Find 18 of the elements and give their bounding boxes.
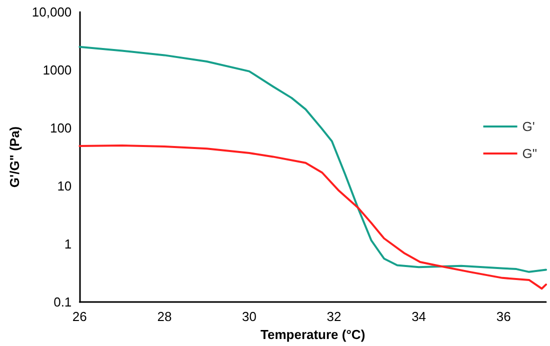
x-tick-label: 34: [412, 309, 426, 324]
x-tick-label: 32: [326, 309, 342, 324]
x-axis-title: Temperature (°C): [260, 327, 366, 342]
x-tick-label: 30: [242, 309, 256, 324]
legend-label: G": [522, 146, 538, 161]
line-series: [78, 144, 547, 290]
x-tick-label: 26: [72, 309, 87, 324]
y-tick-label: 100: [50, 120, 72, 136]
y-tick-label: 10: [57, 178, 72, 194]
y-axis-title: G'/G" (Pa): [7, 126, 22, 188]
x-tick-label: 28: [157, 309, 172, 324]
legend-label: G': [522, 119, 535, 134]
x-tick-label: 36: [496, 309, 511, 324]
y-tick-label: 0.1: [54, 294, 72, 310]
line-series: [78, 46, 547, 273]
y-tick-label: 10,000: [32, 4, 72, 20]
y-tick-label: 1000: [42, 62, 72, 78]
y-tick-label: 1: [64, 236, 72, 252]
